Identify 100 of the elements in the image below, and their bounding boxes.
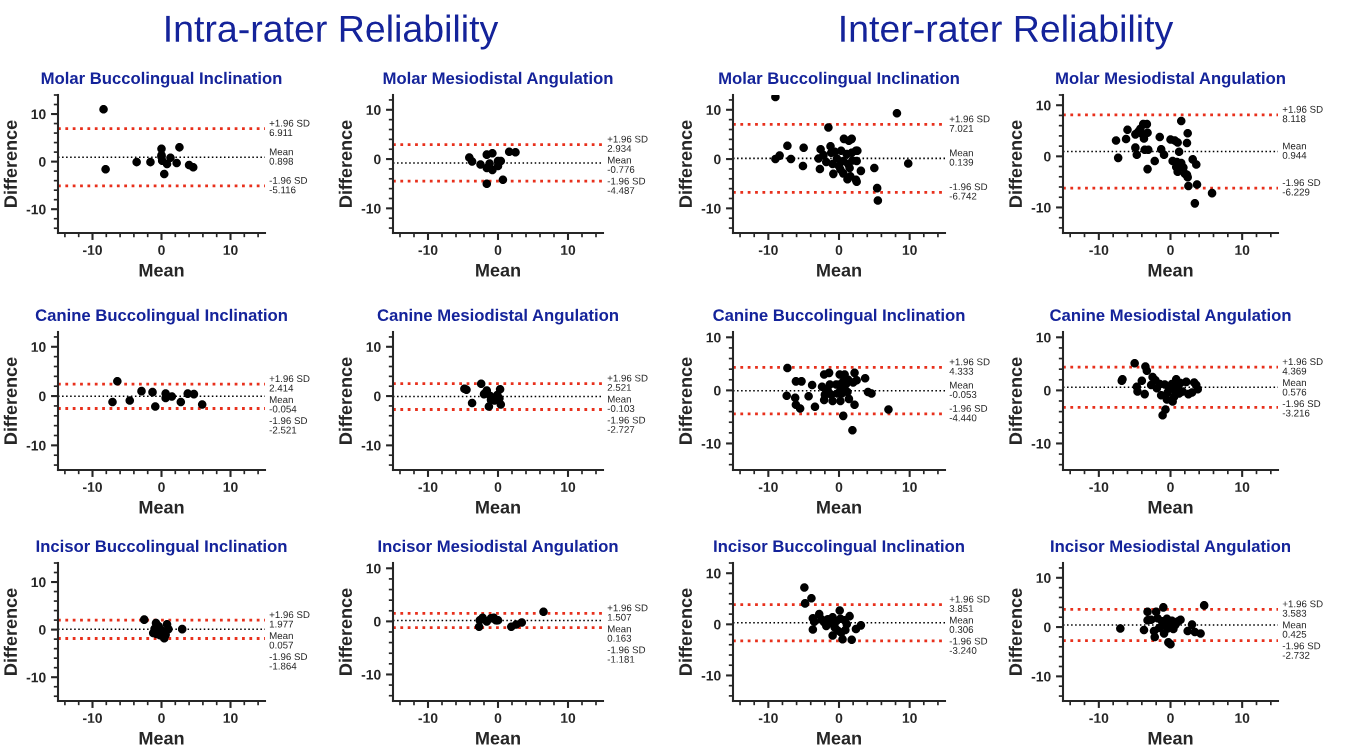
x-tick-label: -10	[418, 713, 438, 724]
ref-line-label: -1.96 SD -2.521	[269, 417, 308, 434]
y-tick-label: 0	[1044, 385, 1051, 396]
ref-line-label: +1.96 SD 7.021	[949, 115, 990, 132]
x-tick-label: -10	[758, 482, 778, 493]
ref-line-label: +1.96 SD 6.911	[269, 119, 310, 137]
ref-line-label: -1.96 SD -6.229	[1282, 179, 1321, 196]
x-axis-title: Mean	[1148, 731, 1193, 745]
y-tick-label: 10	[366, 105, 381, 115]
y-tick-label: -10	[1031, 671, 1051, 682]
ref-line-label: -1.96 SD -4.440	[949, 404, 988, 422]
y-tick-label: 10	[706, 332, 721, 343]
chart-title: Molar Buccolingual Inclination	[41, 71, 282, 88]
y-axis-title: Difference	[1008, 357, 1022, 444]
x-tick-label: 0	[158, 713, 165, 724]
y-tick-label: -10	[361, 203, 381, 214]
x-tick-label: 0	[1167, 245, 1174, 256]
chart-title: Molar Mesiodistal Angulation	[383, 71, 613, 88]
y-tick-label: 10	[706, 568, 721, 579]
y-tick-label: 0	[39, 156, 46, 167]
ref-line-label: +1.96 SD 4.369	[1282, 358, 1323, 375]
x-axis-title: Mean	[817, 263, 861, 277]
x-axis-title: Mean	[476, 500, 520, 514]
y-tick-label: 0	[714, 154, 721, 165]
x-tick-label: -10	[1089, 713, 1109, 724]
x-tick-label: -10	[83, 713, 102, 724]
ref-line-label: Mean 0.306	[949, 616, 974, 633]
y-tick-label: 10	[366, 563, 381, 574]
x-tick-label: 10	[223, 245, 238, 256]
x-tick-label: -10	[418, 482, 438, 493]
x-tick-label: 0	[158, 245, 165, 256]
y-axis-title: Difference	[3, 357, 17, 444]
ref-line-label: +1.96 SD 2.934	[607, 135, 648, 152]
y-tick-label: 0	[39, 624, 46, 635]
y-tick-label: -10	[701, 203, 721, 214]
x-axis-title: Mean	[817, 731, 861, 745]
ref-line-label: +1.96 SD 3.851	[949, 595, 990, 612]
chart-title: Incisor Buccolingual Inclination	[714, 539, 964, 556]
ref-line-label: -1.96 SD -1.181	[607, 646, 646, 663]
ref-line-label: -1.96 SD -6.742	[949, 183, 988, 200]
y-axis-title: Difference	[678, 120, 692, 207]
chart-title: Incisor Buccolingual Inclination	[36, 539, 287, 556]
y-tick-label: 0	[374, 616, 381, 627]
ref-line-label: Mean 0.576	[1282, 379, 1307, 396]
ref-line-label: +1.96 SD 3.583	[1282, 600, 1323, 617]
x-tick-label: 0	[1167, 482, 1174, 493]
y-tick-label: 10	[31, 577, 46, 588]
y-tick-label: 0	[374, 154, 381, 165]
y-tick-label: -10	[361, 669, 381, 680]
y-axis-title: Difference	[338, 120, 352, 207]
x-tick-label: 0	[835, 245, 843, 256]
y-axis-title: Difference	[678, 357, 692, 444]
x-tick-label: 10	[902, 245, 917, 256]
x-tick-label: 10	[223, 713, 238, 724]
y-tick-label: -10	[701, 438, 721, 449]
y-tick-label: 10	[706, 105, 721, 115]
ref-line-label: -1.96 SD -2.727	[607, 416, 646, 433]
x-axis-title: Mean	[139, 731, 184, 745]
y-tick-label: -10	[1031, 202, 1051, 213]
x-tick-label: -10	[1089, 245, 1109, 256]
ref-line-label: -1.96 SD -5.116	[269, 176, 308, 194]
ref-line-label: +1.96 SD 1.507	[607, 604, 648, 621]
x-tick-label: 0	[1167, 713, 1174, 724]
ref-line-label: Mean 0.057	[269, 632, 293, 649]
ref-line-label: +1.96 SD 2.414	[269, 375, 310, 392]
chart-title: Incisor Mesiodistal Angulation	[378, 539, 618, 556]
x-tick-label: 10	[561, 713, 576, 724]
y-tick-label: 10	[31, 342, 46, 352]
x-tick-label: -10	[418, 245, 438, 256]
y-tick-label: 10	[366, 342, 381, 352]
y-tick-label: 10	[1036, 332, 1051, 343]
x-axis-title: Mean	[476, 263, 520, 277]
y-tick-label: -10	[701, 670, 721, 681]
x-tick-label: 10	[902, 713, 917, 724]
x-tick-label: 10	[902, 482, 917, 493]
x-axis-title: Mean	[139, 263, 184, 277]
x-axis-title: Mean	[817, 500, 861, 514]
x-tick-label: 0	[494, 482, 502, 493]
y-axis-title: Difference	[3, 588, 17, 675]
ref-line-label: Mean 0.898	[269, 148, 294, 165]
ref-line-label: -1.96 SD -2.732	[1282, 642, 1321, 659]
y-tick-label: 10	[1036, 100, 1051, 111]
x-tick-label: 10	[1235, 713, 1250, 724]
ref-line-label: Mean 0.163	[607, 625, 632, 642]
x-axis-title: Mean	[139, 500, 184, 514]
chart-title: Canine Buccolingual Inclination	[35, 308, 287, 325]
x-tick-label: -10	[758, 713, 778, 724]
ref-line-label: +1.96 SD 1.977	[269, 611, 310, 628]
text: Inter-rater Reliability	[841, 14, 1174, 50]
ref-line-label: -1.96 SD -3.240	[949, 637, 988, 654]
y-tick-label: 0	[374, 391, 381, 402]
y-axis-title: Difference	[1008, 588, 1022, 675]
y-axis-title: Difference	[3, 120, 17, 207]
x-tick-label: -10	[758, 245, 778, 256]
ref-line-label: -1.96 SD -4.487	[607, 177, 646, 194]
y-tick-label: -10	[361, 440, 381, 451]
y-tick-label: -10	[26, 440, 46, 451]
ref-line-label: -1.96 SD -3.216	[1282, 400, 1321, 417]
y-axis-title: Difference	[338, 588, 352, 675]
ref-line-label: Mean -0.103	[607, 395, 635, 412]
